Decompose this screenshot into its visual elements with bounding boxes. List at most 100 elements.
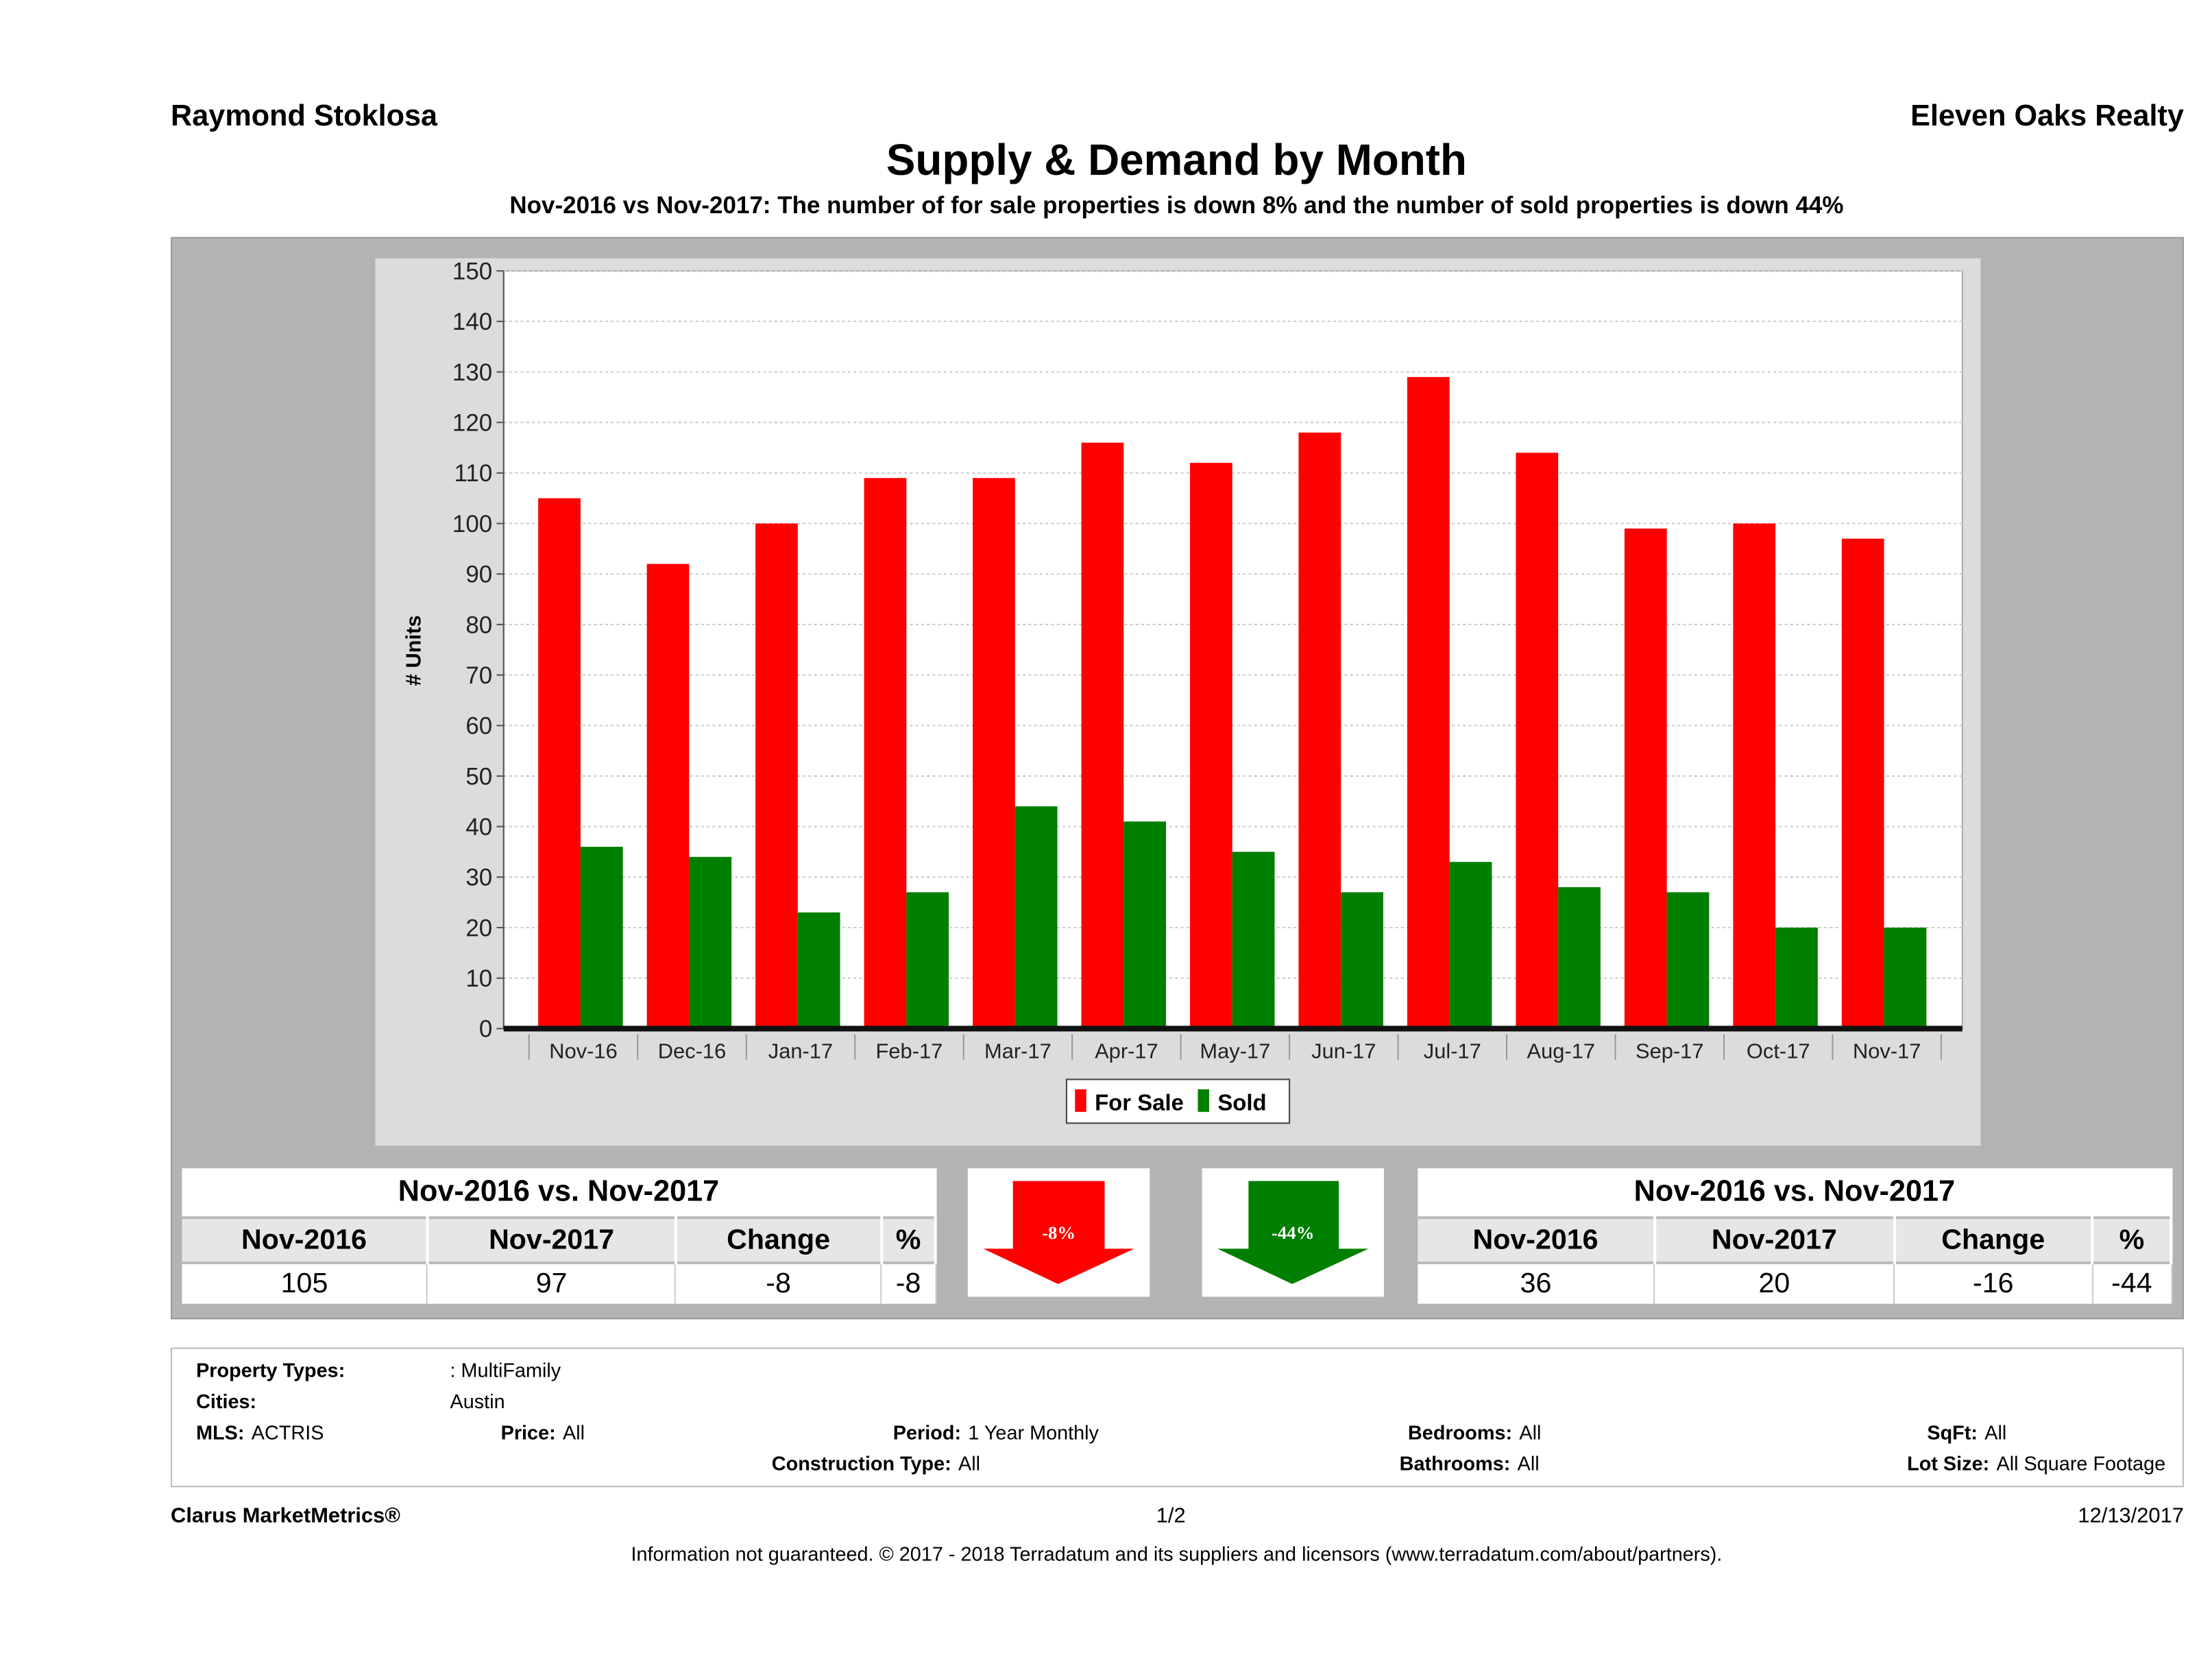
chart-title: Supply & Demand by Month [886,135,1468,185]
disclaimer: Information not guaranteed. © 2017 - 201… [631,1542,1723,1565]
footer-brand: Clarus MarketMetrics® [171,1503,401,1528]
report-date: 12/13/2017 [2078,1503,2184,1528]
mls-filter: MLS: ACTRIS [196,1421,324,1444]
construction-value: All [958,1451,981,1475]
sold-change-box: -44% [1202,1168,1384,1297]
bedrooms-value: All [1519,1421,1542,1444]
price-value: All [563,1421,585,1444]
bar-for-sale [1298,432,1341,1029]
y-tick-label: 110 [454,460,493,487]
period-filter: Period: 1 Year Monthly [893,1421,1099,1444]
x-tick-label: Dec-16 [658,1039,726,1063]
bathrooms-label: Bathrooms: [1399,1451,1511,1475]
bar-for-sale [755,523,798,1029]
cell: 97 [427,1261,677,1304]
construction-filter: Construction Type: All [772,1452,980,1475]
x-tick-label: Jul-17 [1424,1039,1481,1063]
column-header: % [881,1216,937,1263]
agent-name: Raymond Stoklosa [171,100,438,133]
y-tick-label: 30 [465,865,492,891]
period-value: 1 Year Monthly [968,1421,1099,1444]
bar-sold [1014,806,1058,1029]
cell: 20 [1654,1261,1895,1304]
bar-sold [797,912,840,1029]
bar-for-sale [1624,528,1667,1029]
lot-size-filter: Lot Size: All Square Footage [1907,1452,2165,1475]
sqft-label: SqFt: [1927,1421,1978,1444]
x-tick-label: May-17 [1200,1039,1270,1063]
sqft-filter: SqFt: All [1927,1421,2006,1444]
bar-sold [1884,927,1927,1029]
bedrooms-label: Bedrooms: [1407,1421,1513,1444]
bar-sold [1232,851,1275,1029]
y-tick-label: 50 [465,763,492,790]
brokerage-name: Eleven Oaks Realty [1910,100,2184,133]
bar-sold [1341,892,1383,1029]
down-arrow-icon [983,1181,1134,1284]
bar-sold [1775,927,1818,1029]
x-tick-label: Sep-17 [1636,1039,1704,1063]
y-tick-label: 130 [452,359,492,386]
bar-for-sale [1733,523,1776,1029]
y-tick-label: 100 [452,511,492,537]
y-tick-label: 80 [465,612,492,638]
legend-label: For Sale [1095,1090,1184,1115]
y-tick-label: 140 [452,309,492,335]
period-label: Period: [892,1421,962,1444]
bedrooms-filter: Bedrooms: All [1408,1421,1541,1444]
x-tick-label: Aug-17 [1527,1039,1596,1063]
price-label: Price: [500,1421,556,1444]
bar-for-sale [1841,538,1884,1029]
y-axis-label: # Units [401,615,425,686]
mls-label: MLS: [196,1421,245,1444]
down-arrow-icon [1217,1181,1369,1284]
bathrooms-filter: Bathrooms: All [1400,1452,1540,1475]
y-tick-label: 120 [452,410,492,437]
x-tick-label: Feb-17 [876,1039,943,1063]
legend-swatch [1075,1089,1086,1112]
lot-size-label: Lot Size: [1907,1451,1990,1475]
filter-info-box: Property Types: : MultiFamily Cities: Au… [171,1347,2184,1488]
bar-for-sale [538,498,581,1029]
bar-for-sale [864,478,907,1029]
sold-change-label: -44% [1272,1222,1315,1244]
cell: -8 [881,1261,936,1304]
sqft-value: All [1984,1421,2007,1444]
bar-sold [689,856,732,1029]
bar-sold [906,892,949,1029]
for-sale-summary-table: Nov-2016 vs. Nov-2017 Nov-2016 Nov-2017 … [182,1168,937,1304]
y-tick-label: 20 [465,915,492,941]
y-tick-label: 10 [465,965,492,992]
legend-label: Sold [1217,1090,1266,1115]
bar-sold [580,847,623,1029]
cell: -8 [675,1261,882,1304]
summary-title: Nov-2016 vs. Nov-2017 [1633,1175,1956,1208]
x-axis [503,1026,1962,1032]
for-sale-change-label: -8% [1042,1222,1076,1244]
bar-for-sale [973,478,1015,1029]
y-tick-label: 40 [465,814,492,841]
construction-label: Construction Type: [771,1451,951,1475]
column-header: Nov-2017 [427,1216,677,1263]
property-types-label: Property Types: [196,1358,345,1381]
bar-for-sale [646,564,690,1029]
bathrooms-value: All [1517,1451,1540,1475]
y-tick-label: 70 [465,662,492,689]
legend-box [1065,1078,1291,1124]
column-header: % [2092,1216,2173,1263]
for-sale-change-box: -8% [967,1168,1150,1297]
sold-summary-table: Nov-2016 vs. Nov-2017 Nov-2016 Nov-2017 … [1418,1168,2173,1304]
column-header: Nov-2017 [1654,1216,1896,1263]
cell: -44 [2092,1261,2172,1304]
bar-sold [1123,821,1167,1029]
cell: -16 [1894,1261,2093,1304]
x-tick-label: Mar-17 [984,1039,1052,1063]
bar-for-sale [1516,452,1559,1029]
x-tick-label: Nov-17 [1853,1039,1921,1063]
page-number: 1/2 [1156,1503,1186,1528]
lot-size-value: All Square Footage [1996,1451,2166,1475]
x-tick-label: Jun-17 [1311,1039,1376,1063]
column-header: Nov-2016 [182,1216,429,1263]
